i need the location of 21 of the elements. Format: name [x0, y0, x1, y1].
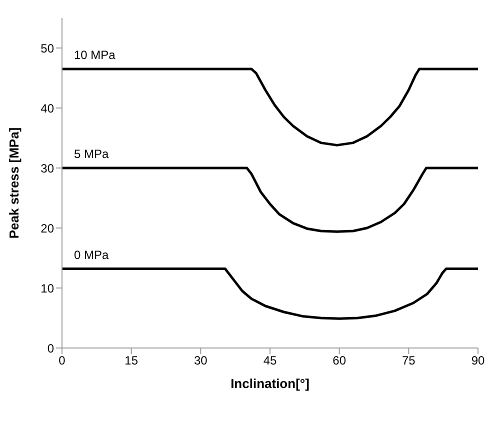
x-tick-label: 0	[58, 354, 66, 368]
series-label: 0 MPa	[74, 248, 110, 262]
series-label: 5 MPa	[74, 147, 110, 161]
x-tick-label: 30	[194, 354, 208, 368]
y-tick-label: 40	[40, 101, 54, 116]
y-tick-label: 0	[47, 341, 54, 356]
y-tick-label: 30	[40, 161, 54, 176]
series-label: 10 MPa	[74, 48, 116, 62]
x-axis-title: Inclination[°]	[230, 376, 310, 391]
line-series	[62, 68, 478, 146]
y-tick-label: 20	[40, 221, 54, 236]
y-tick-label: 10	[40, 281, 54, 296]
x-tick-label: 90	[471, 354, 485, 368]
x-tick-label: 45	[263, 354, 277, 368]
x-tick-label: 60	[332, 354, 346, 368]
y-tick-label: 50	[40, 41, 54, 56]
x-tick-label: 15	[124, 354, 138, 368]
line-series	[62, 268, 478, 320]
line-series	[62, 166, 478, 233]
x-tick-label: 75	[402, 354, 416, 368]
y-axis-title: Peak stress [MPa]	[6, 127, 22, 239]
